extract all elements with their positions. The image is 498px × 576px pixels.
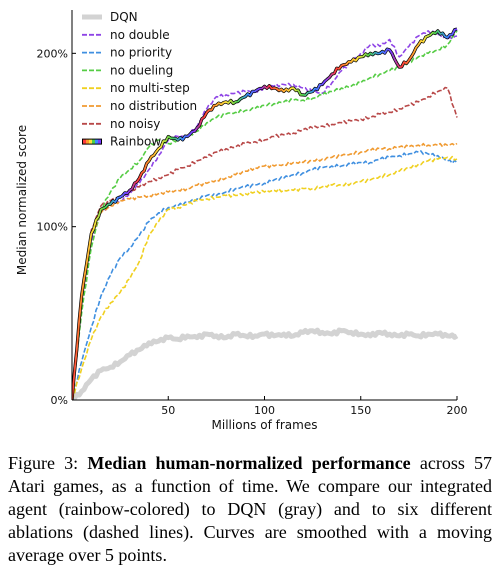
series-line-no-multi-step bbox=[72, 155, 458, 400]
y-tick-label: 100% bbox=[37, 221, 68, 234]
legend-swatch-band bbox=[89, 139, 92, 144]
caption-text: across 57 Atari games, as a function of … bbox=[8, 453, 493, 565]
legend-label-no-double: no double bbox=[110, 28, 170, 42]
plot-lines bbox=[72, 27, 459, 400]
figure-caption: Figure 3: Median human-normalized perfor… bbox=[8, 452, 492, 567]
y-tick-label: 200% bbox=[37, 47, 68, 60]
x-tick-label: 150 bbox=[350, 404, 371, 417]
legend-label-no-priority: no priority bbox=[110, 46, 172, 60]
series-line-dqn bbox=[72, 327, 459, 400]
y-axis-title: Median normalized score bbox=[15, 125, 29, 275]
y-tick-label: 0% bbox=[51, 394, 68, 407]
legend-label-no-noisy: no noisy bbox=[110, 117, 160, 131]
series-line-no-priority bbox=[72, 150, 458, 400]
caption-label: Figure 3: bbox=[8, 453, 79, 473]
legend-swatch-band bbox=[86, 139, 89, 144]
legend-label-no-distribution: no distribution bbox=[110, 99, 197, 113]
legend-swatch-band bbox=[92, 139, 95, 144]
x-tick-label: 200 bbox=[447, 404, 468, 417]
legend-swatch-rainbow bbox=[82, 138, 102, 145]
chart-figure: 50 100 150 200 0% 100% 200% DQN no double no pri… bbox=[15, 10, 468, 432]
chart-svg: 50 100 150 200 0% 100% 200% DQN no double no pri… bbox=[15, 10, 468, 432]
legend-label-no-multi-step: no multi-step bbox=[110, 81, 190, 95]
legend-swatch-band bbox=[98, 139, 101, 144]
x-tick-label: 50 bbox=[161, 404, 175, 417]
series-line-no-noisy bbox=[72, 86, 458, 400]
legend-swatch-band bbox=[83, 139, 86, 144]
legend-swatch-band bbox=[95, 139, 98, 144]
x-tick-label: 100 bbox=[254, 404, 275, 417]
series-line-no-distribution bbox=[72, 142, 458, 400]
series-line-rainbow bbox=[72, 28, 458, 400]
series-line-no-dueling bbox=[72, 30, 458, 400]
legend-label-no-dueling: no dueling bbox=[110, 63, 173, 77]
caption-bold: Median human-normalized performance bbox=[87, 453, 411, 473]
legend-label-rainbow: Rainbow bbox=[110, 135, 161, 149]
x-axis-title: Millions of frames bbox=[212, 418, 318, 432]
legend: DQN no double no priority no dueling no mult… bbox=[82, 10, 197, 149]
axes: 50 100 150 200 0% 100% 200% bbox=[37, 10, 468, 417]
legend-label-dqn: DQN bbox=[110, 10, 138, 24]
